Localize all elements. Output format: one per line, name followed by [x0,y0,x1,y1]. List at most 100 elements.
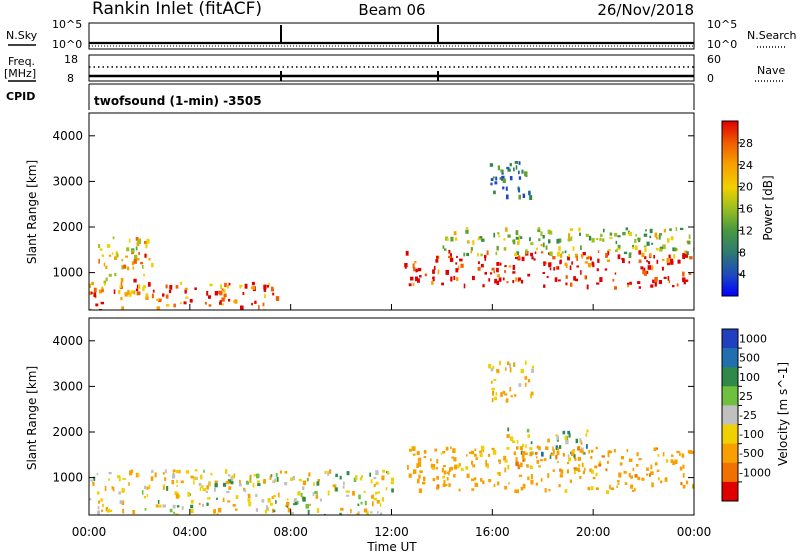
velocity-echo-cell [342,485,345,489]
power-echo-cell [668,280,671,283]
velocity-echo-cell [496,471,500,475]
velocity-echo-cell [536,460,540,464]
velocity-cbar-tick-label: 500 [739,352,760,365]
power-echo-cell [138,284,141,289]
power-echo-cell [543,284,546,288]
velocity-echo-cell [150,476,154,481]
velocity-cbar-block [722,367,738,387]
power-echo-cell [570,236,573,241]
velocity-echo-cell [444,484,448,487]
velocity-echo-cell [230,476,234,481]
velocity-echo-cell [434,448,438,452]
power-echo-cell [615,240,618,245]
power-echo-cell [682,255,686,259]
velocity-echo-cell [100,498,103,502]
power-echo-cell [629,281,632,285]
velocity-echo-cell [430,463,433,469]
velocity-echo-cell [271,496,274,499]
velocity-echo-cell [357,503,360,506]
velocity-echo-cell [517,464,520,470]
velocity-echo-cell [682,473,685,478]
power-echo-cell [669,228,672,232]
velocity-echo-cell [430,458,432,462]
power-echo-cell [556,266,560,270]
power-echo-cell [527,273,531,277]
velocity-echo-cell [579,448,582,453]
power-echo-cell [448,255,452,259]
velocity-echo-cell [128,482,130,486]
power-echo-cell [455,262,458,265]
cpid-mode: twofsound (1-min) -3505 [94,94,262,108]
power-echo-cell [480,263,484,268]
nsky-tick-bottom: 10^0 [52,38,82,51]
power-echo-cell [646,241,650,246]
power-echo-cell [672,285,675,288]
velocity-echo-cell [548,489,551,492]
velocity-echo-cell [361,475,363,479]
power-echo-cell [558,246,561,251]
power-echo-cell [666,258,670,263]
power-echo-cell [599,233,603,238]
velocity-echo-cell [162,472,165,475]
power-echo-cell [575,278,579,282]
velocity-echo-cell [569,479,572,483]
velocity-echo-cell [515,489,519,494]
velocity-echo-cell [560,474,564,478]
power-echo-cell [101,286,104,290]
velocity-echo-cell [226,490,230,494]
velocity-echo-cell [556,435,559,441]
y-tick-label: 4000 [52,334,83,348]
velocity-echo-cell [567,461,570,465]
x-tick-label: 08:00 [273,525,308,539]
velocity-echo-cell [619,462,623,466]
velocity-echo-cell [499,461,501,465]
power-echo-cell [508,265,512,268]
power-echo-cell [505,227,508,232]
velocity-echo-cell [176,484,178,487]
power-echo-cell [493,232,496,238]
velocity-echo-cell [540,459,543,462]
power-echo-cell [125,255,128,258]
power-echo-cell [650,284,654,288]
velocity-echo-cell [297,491,301,496]
power-echo-cell [537,227,541,230]
velocity-echo-cell [257,480,260,484]
power-echo-cell [643,245,647,248]
velocity-echo-cell [520,368,524,374]
velocity-echo-cell [529,466,533,469]
power-echo-cell [220,284,222,290]
velocity-echo-cell [247,498,251,502]
velocity-echo-cell [579,476,582,479]
velocity-echo-cell [332,484,336,487]
velocity-echo-cell [510,395,513,398]
velocity-echo-cell [448,483,451,487]
power-echo-cell [127,289,130,295]
velocity-echo-cell [357,511,360,514]
power-echo-cell [466,252,470,257]
velocity-echo-cell [269,476,272,480]
power-echo-cell [179,281,183,285]
power-echo-cell [140,261,143,265]
velocity-echo-cell [178,494,181,498]
power-echo-cell [496,245,499,251]
power-echo-cell [424,273,428,277]
power-echo-cell [518,194,521,200]
velocity-echo-cell [510,436,514,442]
freq-label: Freq. [8,55,35,68]
velocity-echo-cell [550,453,554,456]
power-echo-cell [133,259,137,264]
velocity-echo-cell [412,453,416,456]
velocity-echo-cell [494,396,497,401]
velocity-echo-cell [144,485,147,490]
power-echo-cell [654,232,658,238]
power-echo-cell [540,244,543,247]
power-echo-cell [570,282,573,287]
power-echo-cell [586,256,589,260]
power-echo-cell [538,238,541,242]
velocity-echo-cell [203,469,205,473]
nsearch-tick-top: 10^5 [707,18,737,31]
power-echo-cell [658,280,662,285]
velocity-echo-cell [313,482,315,486]
power-echo-cell [137,239,141,245]
x-tick-label: 20:00 [576,525,611,539]
